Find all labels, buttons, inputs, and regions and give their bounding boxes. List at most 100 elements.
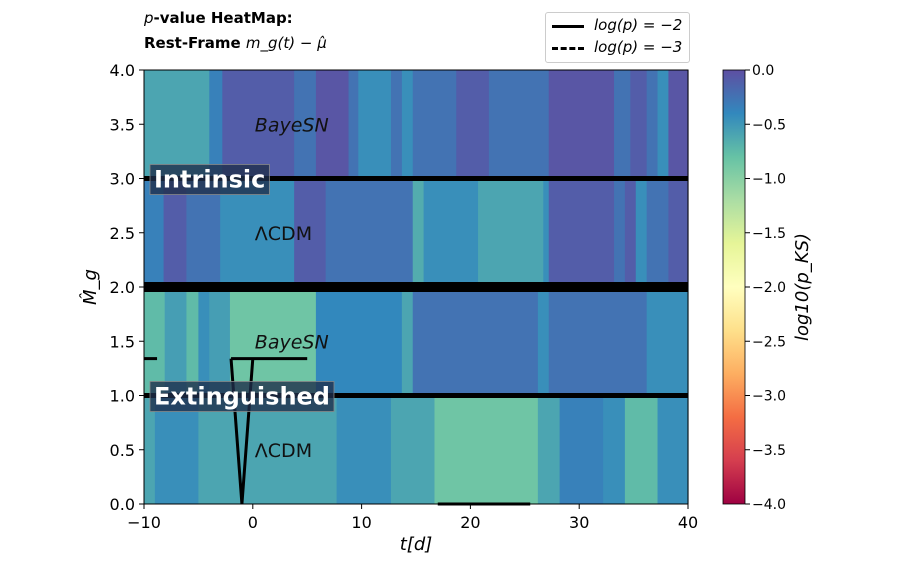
- heatmap-cell-band0-seg11: [488, 70, 550, 179]
- legend-swatch-dashed: [552, 47, 584, 50]
- x-tick-label-1: 0: [248, 513, 258, 532]
- y-tick-label-4: 2.0: [110, 278, 135, 297]
- heatmap-cell-band1-seg15: [668, 178, 689, 287]
- heatmap-cell-band3-seg9: [624, 395, 659, 504]
- heatmap-cell-band1-seg14: [646, 178, 670, 287]
- x-axis-label: t[d]: [400, 534, 433, 555]
- heatmap-cell-band1-seg4: [294, 178, 327, 287]
- colorbar-tick-label-1: −0.5: [752, 117, 786, 133]
- heatmap-cell-band2-seg2: [186, 287, 199, 396]
- heatmap-cell-band0-seg14: [630, 70, 648, 179]
- colorbar-tick-label-4: −2.0: [752, 280, 786, 296]
- heatmap-cell-band0-seg2: [222, 70, 295, 179]
- colorbar: [722, 69, 746, 505]
- y-tick-label-8: 4.0: [110, 61, 135, 80]
- x-tick-label-4: 30: [569, 513, 589, 532]
- heatmap-cell-band0-seg5: [348, 70, 359, 179]
- colorbar-tick-label-0: 0.0: [752, 63, 774, 79]
- y-tick-label-7: 3.5: [110, 115, 135, 134]
- band-label-1: ΛCDM: [255, 223, 312, 245]
- title-line2-text: Rest-Frame: [144, 34, 246, 52]
- heatmap-cell-band0-seg10: [456, 70, 490, 179]
- x-tick-label-3: 20: [460, 513, 480, 532]
- heatmap-cell-band2-seg4: [209, 287, 231, 396]
- heatmap-cell-band2-seg11: [646, 287, 689, 396]
- legend-label-solid: log(p) = −2: [594, 16, 683, 34]
- y-axis: 0.0 0.5 1.0 1.5 2.0 2.5 3.0 3.5 4.0: [110, 61, 144, 514]
- heatmap-cell-band3-seg6: [537, 395, 561, 504]
- y-axis-label: M̂_g: [80, 269, 101, 305]
- heatmap-cell-band2-seg3: [198, 287, 210, 396]
- y-tick-label-1: 0.5: [110, 441, 135, 460]
- heatmap-cell-band3-seg0: [144, 395, 156, 504]
- annotation-box-0: [149, 164, 270, 195]
- heatmap-cell-band2-seg10: [548, 287, 648, 396]
- annotation-box-1: [149, 381, 335, 412]
- y-tick-label-0: 0.0: [110, 495, 135, 514]
- heatmap-cell-band3-seg2: [198, 395, 338, 504]
- y-tick-label-6: 3.0: [110, 170, 135, 189]
- band-labels: BayeSN ΛCDM BayeSN ΛCDM Intrinsic Extinguishe…: [149, 114, 335, 462]
- colorbar-label: log10(p_KS): [792, 233, 813, 341]
- chart-title-line-2: Rest-Frame m_g(t) − μ̂: [144, 34, 327, 52]
- band-label-2: BayeSN: [255, 331, 329, 353]
- title-line2-math: m_g(t) − μ̂: [245, 34, 327, 52]
- colorbar-tick-label-5: −2.5: [752, 334, 786, 350]
- heatmap-cell-band1-seg1: [163, 178, 188, 287]
- band-label-0: BayeSN: [255, 114, 329, 136]
- heatmap-cell-band0-seg16: [657, 70, 670, 179]
- heatmap-cell-band0-seg15: [646, 70, 659, 179]
- heatmap-cell-band0-seg3: [294, 70, 317, 179]
- legend-swatch-solid: [552, 25, 584, 28]
- colorbar-tick-label-6: −3.0: [752, 389, 786, 405]
- heatmap-cell-band1-seg8: [478, 178, 544, 287]
- y-tick-label-5: 2.5: [110, 224, 135, 243]
- heatmap-cell-band1-seg6: [412, 178, 425, 287]
- colorbar-tick-label-8: −4.0: [752, 497, 786, 513]
- heatmap-cell-band3-seg1: [154, 395, 199, 504]
- heatmap-cell-band2-seg9: [537, 287, 550, 396]
- chart-title-line-1: p-value HeatMap:: [144, 9, 293, 27]
- y-tick-label-3: 1.5: [110, 332, 135, 351]
- x-tick-label-2: 10: [351, 513, 371, 532]
- annotation-text-1: Extinguished: [154, 383, 330, 411]
- heatmap-cell-band0-seg9: [412, 70, 457, 179]
- colorbar-tick-label-3: −1.5: [752, 226, 786, 242]
- heatmap-cells: [144, 70, 689, 504]
- colorbar-tick-label-7: −3.5: [752, 443, 786, 459]
- heatmap-cell-band1-seg10: [548, 178, 615, 287]
- heatmap-cell-band2-seg7: [401, 287, 414, 396]
- colorbar-ticks: 0.0 −0.5 −1.0 −1.5 −2.0 −2.5 −3.0 −3.5 −4.0: [745, 63, 786, 513]
- heatmap-cell-band0-seg17: [668, 70, 689, 179]
- legend-entry-dashed: log(p) = −3: [552, 38, 687, 58]
- colorbar-tick-label-2: −1.0: [752, 172, 786, 188]
- x-tick-label-5: 40: [678, 513, 698, 532]
- heatmap-cell-band2-seg6: [315, 287, 403, 396]
- heatmap-cell-band1-seg2: [186, 178, 221, 287]
- y-tick-label-2: 1.0: [110, 387, 135, 406]
- heatmap-cell-band0-seg6: [358, 70, 392, 179]
- heatmap-cell-band1-seg11: [614, 178, 626, 287]
- legend-label-dashed: log(p) = −3: [594, 38, 683, 56]
- heatmap-cell-band0-seg12: [548, 70, 615, 179]
- x-axis: −10 0 10 20 30 40: [127, 504, 698, 532]
- heatmap-cell-band3-seg4: [390, 395, 436, 504]
- heatmap-cell-band2-seg5: [229, 287, 317, 396]
- heatmap-cell-band1-seg12: [624, 178, 637, 287]
- heatmap-cell-band0-seg0: [144, 70, 210, 179]
- heatmap-cell-band2-seg0: [144, 287, 166, 396]
- band-label-3: ΛCDM: [255, 440, 312, 462]
- heatmap-cell-band0-seg4: [315, 70, 350, 179]
- heatmap-cell-band3-seg10: [657, 395, 689, 504]
- heatmap-cell-band1-seg5: [325, 178, 414, 287]
- heatmap-cell-band0-seg1: [209, 70, 223, 179]
- x-tick-label-0: −10: [127, 513, 161, 532]
- heatmap-cell-band1-seg7: [423, 178, 479, 287]
- heatmap-cell-band2-seg8: [412, 287, 539, 396]
- heatmap-cell-band0-seg13: [614, 70, 631, 179]
- heatmap-cell-band0-seg8: [401, 70, 414, 179]
- heatmap-cell-band3-seg7: [559, 395, 604, 504]
- heatmap-cell-band1-seg9: [543, 178, 550, 287]
- title-p-italic: p: [144, 9, 154, 27]
